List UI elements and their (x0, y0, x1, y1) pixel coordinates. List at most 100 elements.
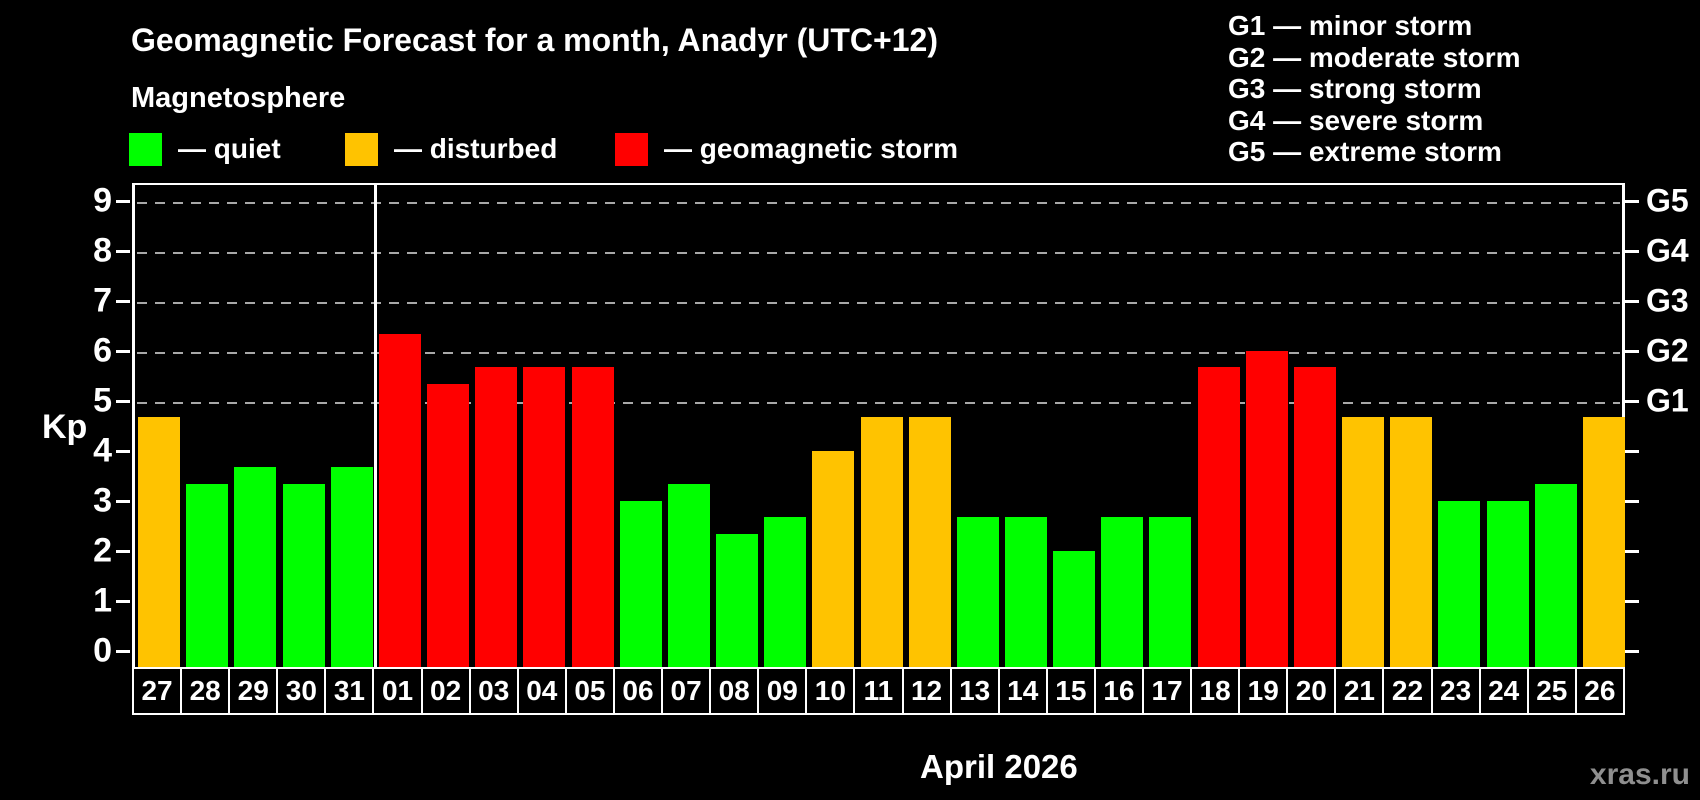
y-tick-left-5 (116, 399, 130, 403)
g-scale-axis-label-g3: G3 (1646, 282, 1689, 318)
kp-bar-day-07 (667, 484, 710, 667)
day-label-14: 14 (997, 667, 1048, 715)
day-label-02: 02 (420, 667, 471, 715)
y-tick-right-9 (1625, 199, 1639, 203)
y-axis-label-6: 6 (93, 331, 112, 369)
day-label-01: 01 (372, 667, 423, 715)
legend-label-quiet: — quiet (178, 133, 281, 164)
day-label-13: 13 (949, 667, 1000, 715)
day-label-26: 26 (1574, 667, 1625, 715)
day-label-06: 06 (612, 667, 664, 715)
day-label-05: 05 (564, 667, 615, 715)
kp-bar-day-25 (1534, 484, 1577, 667)
y-axis-title: Kp (42, 408, 88, 446)
day-label-15: 15 (1045, 667, 1096, 715)
day-label-21: 21 (1334, 667, 1385, 715)
kp-bar-day-03 (475, 367, 518, 667)
y-tick-left-2 (116, 549, 130, 553)
kp-bar-day-11 (860, 417, 903, 667)
kp-bar-day-06 (619, 500, 662, 667)
kp-bar-day-30 (282, 484, 325, 667)
g-legend-line-g2: G2 — moderate storm (1228, 41, 1521, 73)
kp-bar-day-05 (571, 367, 614, 667)
y-tick-right-8 (1625, 249, 1639, 253)
y-tick-right-2 (1625, 549, 1639, 553)
kp-bar-day-17 (1149, 517, 1192, 667)
g-scale-axis-label-g1: G1 (1646, 382, 1689, 418)
y-tick-right-3 (1625, 499, 1639, 503)
y-axis-label-2: 2 (93, 531, 112, 569)
day-label-04: 04 (516, 667, 567, 715)
y-tick-left-4 (116, 449, 130, 453)
kp-bar-day-10 (812, 450, 855, 667)
day-label-11: 11 (853, 667, 904, 715)
kp-bar-day-15 (1053, 550, 1096, 667)
x-axis-month-label: April 2026 (920, 748, 1078, 785)
legend-item-storm: — geomagnetic storm (615, 132, 958, 166)
legend-label-disturbed: — disturbed (394, 133, 558, 164)
y-tick-left-6 (116, 349, 130, 353)
kp-bar-day-29 (234, 467, 277, 667)
kp-bar-day-27 (138, 417, 181, 667)
day-label-19: 19 (1238, 667, 1289, 715)
g-scale-axis-label-g2: G2 (1646, 332, 1689, 368)
g-legend-line-g3: G3 — strong storm (1228, 73, 1482, 104)
day-label-22: 22 (1382, 667, 1433, 715)
y-axis-label-4: 4 (93, 431, 112, 469)
kp-bar-day-26 (1582, 417, 1625, 667)
day-label-08: 08 (709, 667, 760, 715)
kp-bar-day-22 (1390, 417, 1433, 667)
kp-bar-day-21 (1342, 417, 1385, 667)
y-tick-right-6 (1625, 349, 1639, 353)
g-scale-axis-label-g4: G4 (1646, 232, 1689, 268)
quiet-color-swatch (129, 132, 162, 166)
g-legend-line-g4: G4 — severe storm (1228, 104, 1484, 136)
y-axis-label-8: 8 (93, 231, 112, 269)
kp-bar-day-28 (186, 484, 229, 667)
gridline-kp-9 (137, 201, 1620, 204)
storm-color-swatch (615, 132, 648, 166)
y-tick-left-7 (116, 299, 130, 303)
day-label-23: 23 (1430, 667, 1481, 715)
y-tick-left-1 (116, 599, 130, 603)
y-tick-right-0 (1625, 649, 1639, 653)
kp-bar-day-04 (523, 367, 566, 667)
y-tick-left-0 (116, 649, 130, 653)
g-scale-legend: G1 — minor storm G2 — moderate storm G3 … (1228, 10, 1521, 168)
kp-bar-day-08 (716, 534, 759, 667)
day-label-24: 24 (1478, 667, 1529, 715)
legend-item-quiet: — quiet (129, 132, 281, 166)
day-label-16: 16 (1093, 667, 1144, 715)
day-label-12: 12 (901, 667, 952, 715)
y-tick-left-8 (116, 249, 130, 253)
day-label-31: 31 (324, 667, 375, 715)
y-tick-right-5 (1625, 399, 1639, 403)
kp-bar-day-18 (1197, 367, 1240, 667)
kp-bar-day-14 (1004, 517, 1047, 667)
kp-bar-day-23 (1438, 500, 1481, 667)
gridline-kp-7 (137, 301, 1620, 304)
day-label-28: 28 (180, 667, 231, 715)
kp-bar-plot-area (132, 183, 1625, 667)
day-label-10: 10 (805, 667, 856, 715)
gridline-kp-8 (137, 251, 1620, 254)
disturbed-color-swatch (345, 132, 378, 166)
legend-item-disturbed: — disturbed (345, 132, 557, 166)
y-tick-left-3 (116, 499, 130, 503)
watermark: xras.ru (1589, 758, 1690, 791)
kp-bar-day-31 (330, 467, 373, 667)
y-axis-label-5: 5 (93, 381, 112, 419)
y-axis-label-9: 9 (93, 181, 112, 219)
day-label-25: 25 (1526, 667, 1577, 715)
month-boundary-line (374, 185, 378, 667)
page-title: Geomagnetic Forecast for a month, Anadyr… (131, 22, 938, 58)
kp-bar-day-02 (427, 384, 470, 667)
gridline-kp-5 (137, 401, 1620, 404)
kp-bar-day-12 (908, 417, 951, 667)
y-tick-right-7 (1625, 299, 1639, 303)
kp-bar-day-16 (1101, 517, 1144, 667)
kp-bar-day-13 (956, 517, 999, 667)
y-axis-label-3: 3 (93, 481, 112, 519)
kp-bar-day-09 (764, 517, 807, 667)
day-axis-row: 27 28 29 30 31 01 02 03 04 05 06 07 08 09 10 11 12 13 14 15… (132, 667, 1625, 715)
